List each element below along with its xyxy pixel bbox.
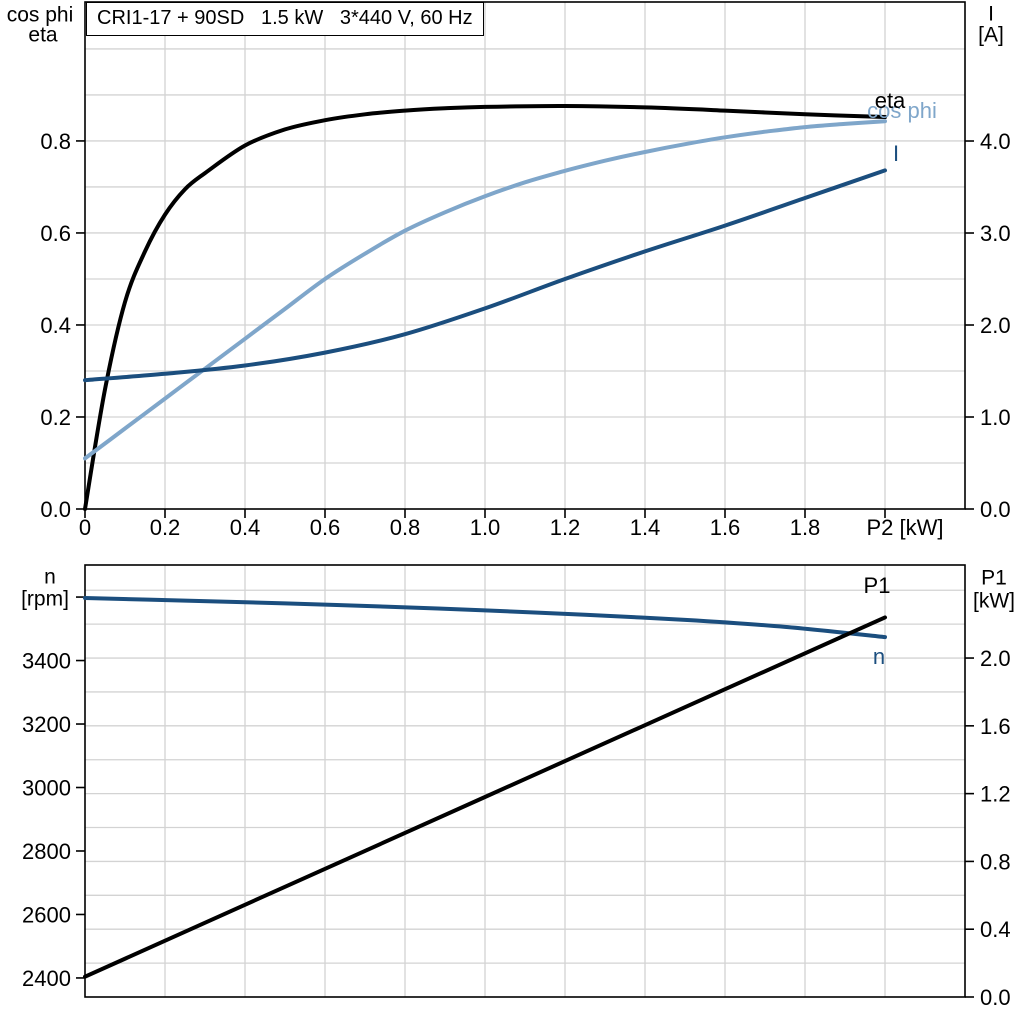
right-tick-label: 0.0 xyxy=(980,497,1011,522)
bottom-right-axis-title-line1: P1 xyxy=(981,566,1007,590)
x-tick-label: 0.6 xyxy=(310,515,341,540)
right-tick-label: 0.4 xyxy=(980,917,1011,942)
left-tick-label: 3400 xyxy=(22,649,71,674)
bottom-right-axis-title-line2: [kW] xyxy=(973,589,1015,613)
plot-frame xyxy=(84,1,966,510)
x-tick-label: 1.0 xyxy=(470,515,501,540)
curve-I xyxy=(83,168,887,383)
x-tick-label: 1.8 xyxy=(790,515,821,540)
left-tick-label: 0.6 xyxy=(40,221,71,246)
right-tick-label: 2.0 xyxy=(980,313,1011,338)
bottom-left-axis-title-line1: n xyxy=(44,565,56,589)
left-tick-label: 0.0 xyxy=(40,497,71,522)
curve-eta xyxy=(83,103,887,511)
x-tick-label: 0.2 xyxy=(150,515,181,540)
curve-label-cos-phi: cos phi xyxy=(867,98,937,123)
curve-label-current: I xyxy=(892,141,900,166)
curve-cos phi xyxy=(83,119,887,461)
x-tick-label: 1.4 xyxy=(630,515,661,540)
left-tick-label: 0.4 xyxy=(40,313,71,338)
top-chart: 0.0 0.2 0.4 0.6 0.8 0.0 1.0 2.0 3.0 4.0 0 0.2 0.4 0.6… xyxy=(40,1,1011,540)
left-tick-label: 0.2 xyxy=(40,405,71,430)
right-tick-label: 0.0 xyxy=(980,985,1011,1010)
x-tick-label: 1.6 xyxy=(710,515,741,540)
left-tick-label: 3000 xyxy=(22,776,71,801)
left-tick-label: 2600 xyxy=(22,902,71,927)
right-tick-label: 3.0 xyxy=(980,221,1011,246)
top-right-axis-title-line1: I xyxy=(988,2,994,26)
top-left-axis-title-line1: cos phi xyxy=(6,3,74,27)
left-tick-label: 2800 xyxy=(22,839,71,864)
x-tick-label: 1.2 xyxy=(550,515,581,540)
left-tick-label: 3200 xyxy=(22,712,71,737)
left-tick-label: 0.8 xyxy=(40,129,71,154)
curve-label-eta: eta xyxy=(874,88,906,113)
bottom-chart: 3400 3200 3000 2800 2600 2400 2.0 1.6 1.2 0.8 0.4 0… xyxy=(22,564,1011,1010)
x-tick-label: 0.4 xyxy=(230,515,261,540)
right-tick-label: 0.8 xyxy=(980,849,1011,874)
right-tick-label: 1.6 xyxy=(980,714,1011,739)
right-tick-label: 2.0 xyxy=(980,646,1011,671)
curve-label-speed: n xyxy=(872,644,886,669)
top-right-axis-title-line2: [A] xyxy=(978,23,1004,47)
chart-title: CRI1-17 + 90SD 1.5 kW 3*440 V, 60 Hz xyxy=(86,2,484,36)
x-tick-label: 0 xyxy=(79,515,91,540)
top-left-axis-title-line2: eta xyxy=(28,23,58,47)
curve-label-p1: P1 xyxy=(863,573,891,598)
x-axis-label: P2 [kW] xyxy=(866,515,943,540)
bottom-left-axis-title-line2: [rpm] xyxy=(21,587,69,611)
curve-P1 xyxy=(83,615,887,979)
left-tick-label: 2400 xyxy=(22,966,71,991)
x-tick-label: 0.8 xyxy=(390,515,421,540)
plot-frame xyxy=(84,564,966,998)
right-tick-label: 1.0 xyxy=(980,405,1011,430)
curve-n xyxy=(83,596,887,640)
right-tick-label: 4.0 xyxy=(980,129,1011,154)
right-tick-label: 1.2 xyxy=(980,782,1011,807)
